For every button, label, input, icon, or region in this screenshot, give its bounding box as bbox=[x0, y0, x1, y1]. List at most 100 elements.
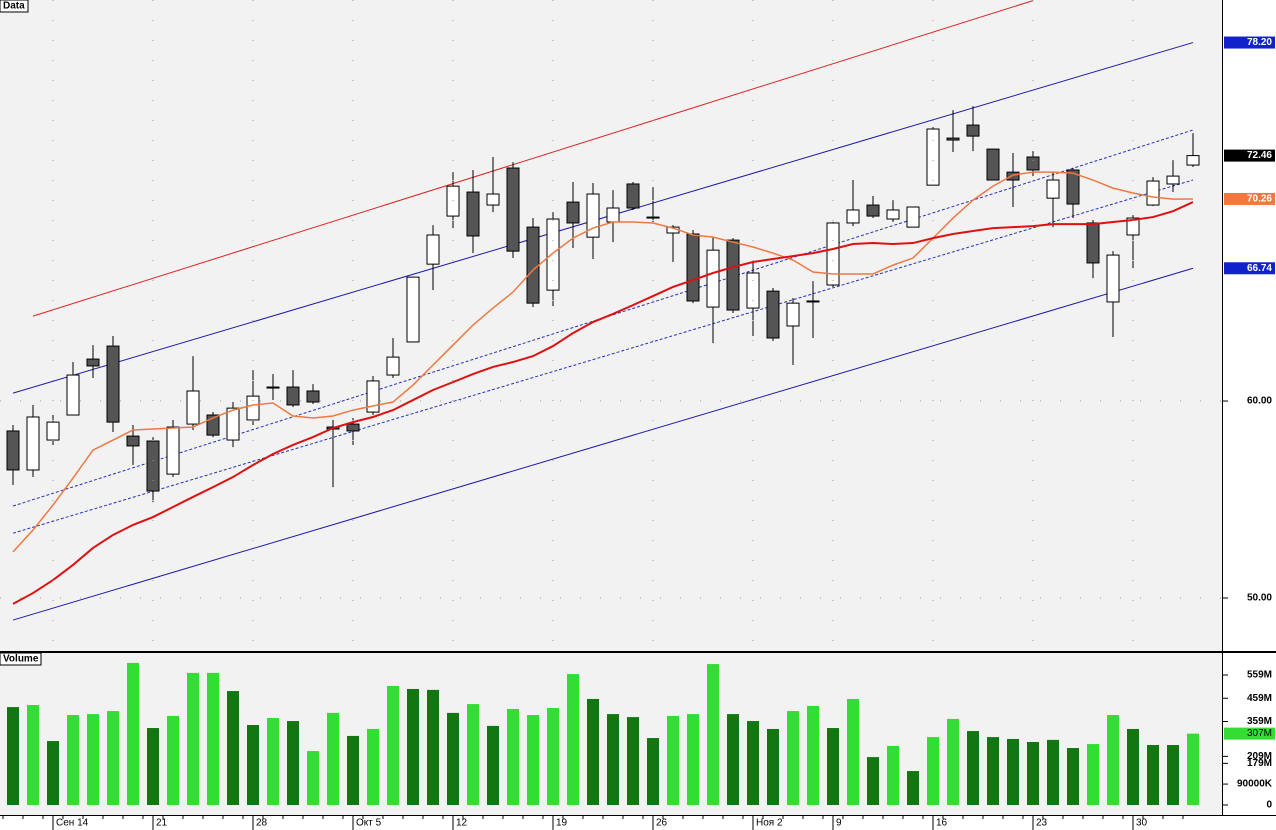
price-panel bbox=[0, 0, 1222, 651]
candle-body bbox=[1146, 180, 1160, 206]
volume-bar bbox=[267, 718, 279, 805]
volume-bar bbox=[247, 725, 259, 805]
volume-bar bbox=[887, 745, 899, 805]
volume-bar bbox=[787, 711, 799, 805]
candle-body bbox=[546, 218, 560, 291]
candle-body bbox=[146, 440, 160, 492]
candle-body bbox=[226, 407, 240, 441]
candle-body bbox=[1086, 222, 1100, 264]
volume-bar bbox=[147, 728, 159, 805]
volume-bar bbox=[707, 664, 719, 805]
candle-body bbox=[706, 249, 720, 308]
volume-bar bbox=[587, 698, 599, 805]
price-label-box bbox=[1224, 149, 1275, 162]
candle-body bbox=[426, 234, 440, 265]
volume-bar bbox=[27, 705, 39, 805]
volume-bar bbox=[767, 728, 779, 805]
volume-bar bbox=[347, 735, 359, 805]
candle-body bbox=[486, 193, 500, 206]
candle-body bbox=[106, 345, 120, 423]
price-label-box bbox=[1224, 36, 1275, 49]
volume-bar bbox=[627, 717, 639, 805]
x-tick-label: 26 bbox=[656, 818, 668, 829]
panel-title-box bbox=[0, 0, 29, 13]
volume-bar bbox=[167, 715, 179, 805]
y-tick-label: 90000K bbox=[1237, 779, 1273, 790]
volume-bar bbox=[487, 725, 499, 805]
volume-bar bbox=[87, 714, 99, 805]
candle-body bbox=[246, 395, 260, 421]
candle-body bbox=[66, 374, 80, 416]
x-tick-label: 28 bbox=[256, 818, 268, 829]
candle-body bbox=[26, 416, 40, 471]
volume-bar bbox=[967, 731, 979, 805]
candle-body bbox=[306, 390, 320, 403]
y-tick-label: 50.00 bbox=[1247, 593, 1272, 604]
volume-bar bbox=[727, 714, 739, 805]
candle-body bbox=[786, 302, 800, 327]
price-label: 70.26 bbox=[1247, 194, 1272, 205]
candle-body bbox=[1186, 155, 1200, 166]
volume-bar bbox=[667, 715, 679, 805]
candle-body bbox=[466, 191, 480, 237]
y-tick-label: 209M bbox=[1247, 751, 1272, 762]
volume-bar bbox=[867, 757, 879, 805]
channel-line bbox=[12, 42, 1194, 394]
candle-body bbox=[406, 276, 420, 343]
volume-bar bbox=[407, 688, 419, 805]
candle-body bbox=[946, 137, 960, 141]
channel-line bbox=[12, 179, 1194, 534]
volume-bar bbox=[987, 737, 999, 805]
x-tick-label: Сен 14 bbox=[56, 818, 89, 829]
candle-body bbox=[506, 167, 520, 252]
candle-body bbox=[166, 426, 180, 475]
candle-body bbox=[286, 386, 300, 406]
volume-bar bbox=[47, 741, 59, 805]
volume-bar bbox=[607, 714, 619, 805]
volume-bar bbox=[1167, 745, 1179, 805]
volume-bar bbox=[427, 689, 439, 805]
candle-body bbox=[446, 185, 460, 217]
moving-average bbox=[12, 171, 1194, 553]
x-tick-label: 19 bbox=[556, 818, 568, 829]
candle-body bbox=[766, 290, 780, 339]
candle-body bbox=[1006, 171, 1020, 181]
candle-body bbox=[966, 124, 980, 137]
x-tick-label: Окт 5 bbox=[356, 818, 382, 829]
candle-body bbox=[646, 216, 660, 219]
panel-title-box bbox=[0, 652, 42, 666]
candle-body bbox=[526, 226, 540, 304]
y-tick-label: 60.00 bbox=[1247, 396, 1272, 407]
moving-average bbox=[12, 201, 1194, 605]
candle-body bbox=[1106, 254, 1120, 303]
volume-bar bbox=[127, 662, 139, 805]
candle-body bbox=[366, 380, 380, 413]
candle-body bbox=[1066, 169, 1080, 205]
price-label: 72.46 bbox=[1247, 150, 1272, 161]
volume-bar bbox=[847, 698, 859, 805]
volume-bar bbox=[1147, 745, 1159, 805]
price-label: 78.20 bbox=[1247, 37, 1272, 48]
volume-bar bbox=[507, 708, 519, 805]
channel-line bbox=[32, 0, 1034, 317]
y-tick-label: 559M bbox=[1247, 670, 1272, 681]
x-tick-label: 16 bbox=[936, 818, 948, 829]
candle-body bbox=[806, 300, 820, 303]
candle-body bbox=[746, 272, 760, 309]
volume-bar bbox=[527, 715, 539, 805]
volume-bar bbox=[1127, 728, 1139, 805]
volume-bar bbox=[67, 715, 79, 805]
y-tick-label: 459M bbox=[1247, 693, 1272, 704]
volume-bar bbox=[227, 691, 239, 805]
candle-body bbox=[826, 222, 840, 286]
candle-body bbox=[86, 358, 100, 367]
volume-bar bbox=[1027, 741, 1039, 805]
x-tick-label: 12 bbox=[456, 818, 468, 829]
channel-line bbox=[12, 267, 1194, 621]
candle-body bbox=[606, 207, 620, 223]
x-tick-label: 9 bbox=[836, 818, 842, 829]
volume-bar bbox=[387, 685, 399, 805]
candle-body bbox=[726, 239, 740, 311]
y-tick-label: 359M bbox=[1247, 716, 1272, 727]
